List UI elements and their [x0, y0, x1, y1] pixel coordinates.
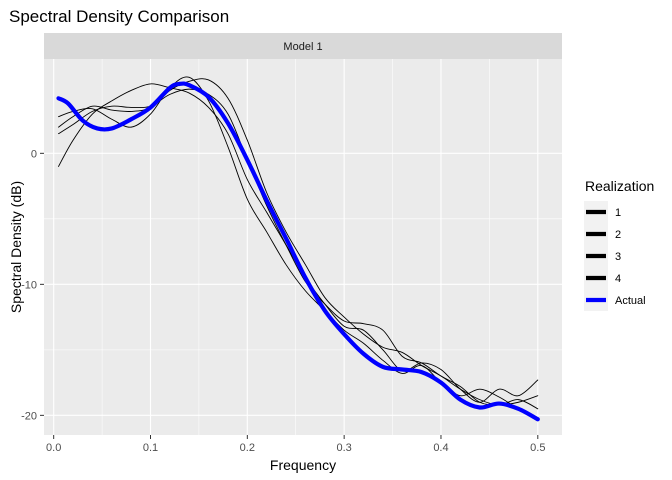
- y-axis-title: Spectral Density (dB): [8, 181, 24, 313]
- x-tick-label: 0.2: [240, 442, 255, 454]
- legend-label: 1: [615, 207, 621, 219]
- plot-panel: [44, 59, 562, 435]
- x-tick-label: 0.5: [530, 442, 545, 454]
- x-axis-ticks: 0.0 0.1 0.2 0.3 0.4 0.5: [46, 435, 545, 454]
- legend-label: 2: [615, 229, 621, 241]
- facet-strip-label: Model 1: [283, 41, 322, 53]
- grid-lines: [44, 59, 562, 435]
- x-axis-title: Frequency: [270, 457, 336, 473]
- series-lines: [56, 76, 540, 422]
- y-tick-label: 0: [31, 148, 37, 160]
- x-tick-label: 0.4: [433, 442, 448, 454]
- legend-label: 4: [615, 273, 621, 285]
- legend-label: 3: [615, 251, 621, 263]
- y-axis-ticks: 0 -10 -20: [21, 148, 44, 422]
- legend-label: Actual: [615, 295, 646, 307]
- x-tick-label: 0.3: [337, 442, 352, 454]
- series-line-realization-2: [58, 78, 539, 410]
- facet-strip: [44, 33, 562, 59]
- y-tick-label: -20: [21, 410, 37, 422]
- series-line-realization-3: [58, 76, 539, 419]
- x-tick-label: 0.1: [143, 442, 158, 454]
- y-tick-label: -10: [21, 279, 37, 291]
- x-tick-label: 0.0: [46, 442, 61, 454]
- series-line-realization-4: [58, 88, 539, 406]
- chart-title: Spectral Density Comparison: [9, 7, 229, 26]
- series-line-actual: [56, 81, 540, 422]
- legend: Realization 1 2 3 4 Actual: [584, 178, 654, 311]
- legend-title: Realization: [585, 178, 654, 194]
